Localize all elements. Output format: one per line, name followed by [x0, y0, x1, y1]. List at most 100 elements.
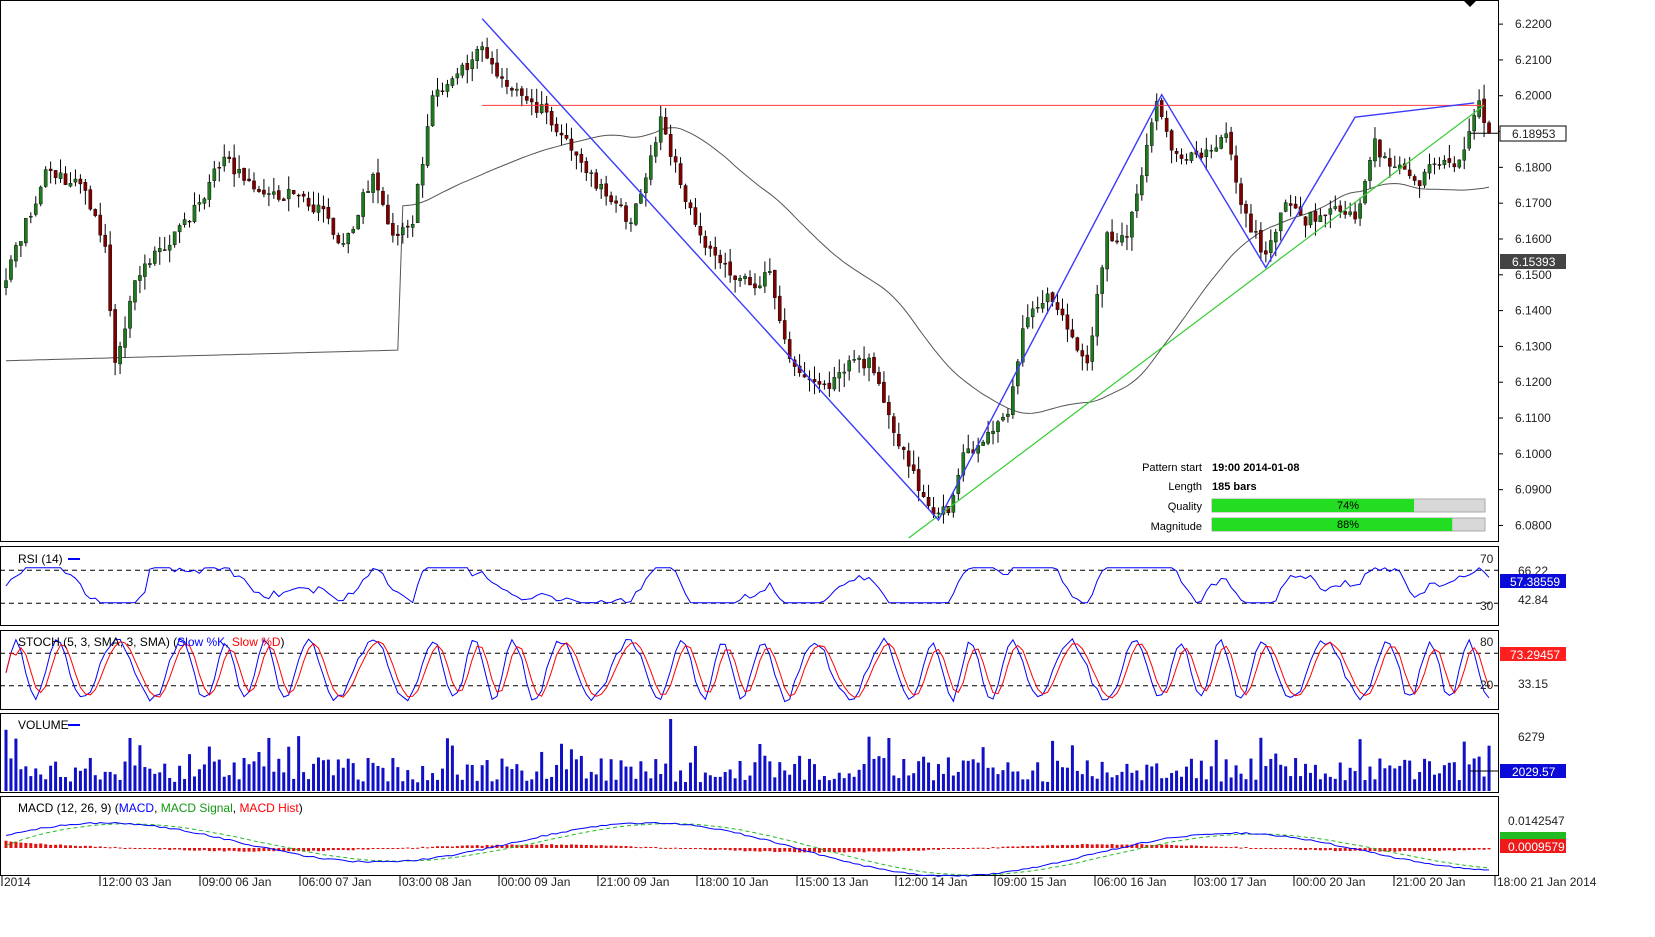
volume-bar [202, 764, 206, 791]
price-tick-label: 6.1400 [1515, 304, 1552, 318]
macd-hist-bar [951, 848, 955, 849]
stoch-title: STOCH (5, 3, SMA, 3, SMA) (Slow %K, Slow… [18, 635, 285, 649]
volume-bar [619, 760, 623, 791]
candle-body [480, 46, 484, 51]
macd-hist-bar [1353, 848, 1357, 851]
macd-hist-bar [287, 848, 291, 852]
volume-bar [1006, 762, 1010, 791]
macd-hist-bar [718, 848, 722, 850]
macd-hist-bar [1457, 848, 1461, 851]
macd-hist-bar [108, 847, 112, 849]
volume-bar [1204, 779, 1208, 791]
candle-body [1288, 203, 1293, 206]
candle-body [520, 88, 524, 96]
candle-body [668, 134, 673, 157]
volume-bar [257, 752, 261, 791]
macd-hist-bar [336, 848, 340, 850]
volume-bar [718, 776, 722, 791]
volume-bar [604, 780, 608, 791]
volume-bar [421, 765, 425, 791]
chevron-down-icon[interactable] [1464, 1, 1476, 7]
candle-body [410, 224, 415, 228]
macd-hist-bar [1447, 848, 1451, 851]
volume-bar [932, 780, 936, 791]
rsi-panel [0, 546, 1499, 626]
rsi-current-value: 57.38559 [1510, 575, 1560, 589]
macd-hist-bar [961, 848, 965, 849]
price-tick-label: 6.2200 [1515, 17, 1552, 31]
macd-hist-bar [966, 848, 970, 849]
time-tick-label: 15:00 13 Jan [799, 875, 868, 889]
candle-body [1035, 307, 1040, 309]
macd-hist-bar [624, 845, 628, 848]
candle-body [1407, 169, 1412, 177]
macd-hist-bar [445, 846, 449, 848]
macd-hist-bar [197, 848, 201, 851]
volume-bar [867, 736, 871, 791]
volume-bar [83, 768, 87, 791]
candle-body [217, 166, 222, 169]
volume-bar [153, 773, 157, 791]
candle-body [1179, 154, 1184, 159]
macd-tick-top: 0.0142547 [1508, 814, 1565, 828]
support-trendline [908, 104, 1485, 539]
candle-body [1303, 216, 1308, 226]
volume-bar [698, 782, 702, 791]
volume-bar [1105, 772, 1109, 791]
macd-hist-bar [520, 845, 524, 848]
volume-bar [93, 775, 97, 791]
candle-body [157, 248, 162, 253]
candle-body [187, 220, 192, 223]
time-tick-label: 18:00 21 Jan 2014 [1497, 875, 1597, 889]
volume-bar [68, 781, 72, 791]
rsi-current-tag [1500, 574, 1566, 588]
macd-hist-bar [88, 845, 92, 848]
volume-bar [1447, 762, 1451, 791]
volume-bar [1180, 776, 1184, 791]
macd-hist-bar [1095, 844, 1099, 848]
volume-bar [609, 759, 613, 791]
candle-body [48, 168, 53, 172]
candle-body [847, 360, 851, 372]
macd-hist-bar [1060, 844, 1064, 848]
volume-bar [1090, 776, 1094, 791]
volume-bar [173, 781, 177, 791]
candle-body [629, 222, 633, 224]
volume-bar [1482, 776, 1486, 791]
volume-bar [366, 758, 370, 791]
macd-hist-bar [103, 847, 107, 849]
volume-bar [376, 765, 380, 791]
macd-hist-bar [589, 844, 593, 848]
candle-body [1164, 117, 1169, 132]
volume-bar [912, 773, 916, 791]
volume-bar [733, 778, 737, 791]
candle-body [569, 138, 574, 151]
volume-bar [803, 779, 807, 791]
candle-body [1219, 137, 1223, 149]
candle-body [113, 309, 117, 363]
macd-hist-bar [123, 848, 127, 849]
volume-bar [460, 779, 464, 791]
volume-bar [753, 762, 757, 791]
volume-bar [783, 770, 787, 791]
candle-body [658, 116, 663, 143]
macd-hist-bar [192, 848, 196, 851]
volume-bar [297, 736, 301, 791]
macd-label: MACD [119, 801, 155, 815]
time-tick-label: 03:00 08 Jan [402, 875, 471, 889]
volume-bar [793, 764, 797, 791]
macd-hist-bar [1199, 845, 1203, 848]
candle-body [9, 259, 13, 280]
macd-hist-bar [847, 848, 851, 852]
volume-bar [822, 775, 826, 791]
time-tick-label: 09:00 06 Jan [202, 875, 271, 889]
macd-hist-bar [887, 848, 891, 852]
macd-hist-bar [163, 848, 167, 850]
macd-hist-bar [832, 848, 836, 853]
macd-hist-bar [188, 848, 192, 851]
candle-body [549, 111, 554, 126]
volume-bar [644, 771, 648, 791]
candle-body [1055, 302, 1060, 310]
volume-bar [475, 780, 479, 791]
macd-hist-bar [649, 847, 653, 849]
